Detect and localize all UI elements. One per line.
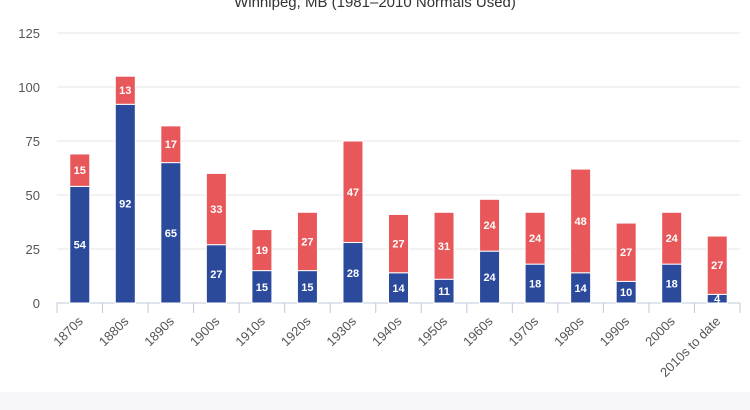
data-label: 14: [575, 283, 588, 295]
data-label: 65: [165, 228, 177, 240]
x-tick-label: 1930s: [323, 313, 359, 349]
data-label: 27: [301, 236, 313, 248]
data-label: 15: [256, 282, 268, 294]
bar-segment-upper: [160, 125, 182, 164]
x-tick-label: 1970s: [506, 313, 542, 349]
data-label: 92: [119, 199, 131, 211]
x-tick-label: 1910s: [232, 313, 268, 349]
y-tick-label: 25: [26, 242, 40, 257]
bar-segment-upper: [296, 211, 318, 272]
y-tick-label: 100: [18, 80, 40, 95]
bar-segment-upper: [570, 168, 592, 274]
x-tick-label: 1950s: [415, 313, 451, 349]
data-label: 19: [256, 245, 268, 257]
x-tick-label: 2000s: [642, 313, 678, 349]
chart-footer-band: [0, 392, 750, 410]
y-tick-label: 0: [33, 296, 40, 311]
x-tick-label: 1880s: [96, 313, 132, 349]
data-label: 24: [483, 220, 496, 232]
x-tick-label: 1890s: [141, 313, 177, 349]
data-label: 54: [74, 240, 87, 252]
y-axis: 0 25 50 75 100 125: [18, 26, 40, 311]
bar-segment-upper: [69, 153, 91, 187]
bars: [69, 75, 728, 304]
x-tick-label: 1870s: [50, 313, 86, 349]
data-label: 10: [620, 287, 632, 299]
data-label: 18: [529, 279, 541, 291]
chart-title: Winnipeg, MB (1981–2010 Normals Used): [234, 0, 516, 11]
x-axis: 1870s 1880s 1890s 1900s 1910s 1920s 1930s 1940s…: [50, 313, 723, 380]
bar-segment-upper: [706, 235, 728, 295]
x-tick-label: 1990s: [597, 313, 633, 349]
data-label: 17: [165, 139, 177, 151]
bar-segment-upper: [342, 140, 364, 244]
y-tick-label: 125: [18, 26, 40, 41]
bar-segment-upper: [114, 75, 136, 105]
data-label: 14: [392, 283, 405, 295]
bar-segment-upper: [615, 222, 637, 282]
bar-segment-upper: [661, 211, 683, 265]
data-label: 33: [210, 204, 222, 216]
data-label: 13: [119, 85, 131, 97]
y-tick-label: 75: [26, 134, 40, 149]
x-tick-label: 1960s: [460, 313, 496, 349]
bar-segment-upper: [388, 213, 409, 274]
data-label: 27: [711, 260, 723, 272]
bar-segment-upper: [433, 211, 455, 280]
data-label: 24: [666, 233, 679, 245]
data-label: 27: [620, 247, 632, 259]
data-label: 11: [438, 286, 450, 298]
bar-segment-upper: [479, 198, 501, 252]
data-labels: 54 15 92 13 65 17 27 33 15 19 15 27 28 47 14 27 11 31 24 24…: [74, 85, 724, 305]
data-label: 15: [74, 165, 86, 177]
y-tick-label: 50: [26, 188, 40, 203]
x-tick-label: 1920s: [278, 313, 314, 349]
bar-segment-upper: [524, 211, 546, 265]
bar-segment-upper: [251, 229, 273, 272]
data-label: 4: [714, 294, 721, 306]
data-label: 48: [575, 216, 587, 228]
bar-segment-upper: [205, 172, 227, 246]
x-tick-label: 1900s: [187, 313, 223, 349]
data-label: 31: [438, 241, 450, 253]
data-label: 27: [210, 269, 222, 281]
data-label: 18: [666, 279, 678, 291]
data-label: 24: [529, 233, 542, 245]
x-tick-label: 1940s: [369, 313, 405, 349]
data-label: 15: [301, 282, 313, 294]
data-label: 27: [392, 239, 404, 251]
data-label: 28: [347, 268, 359, 280]
data-label: 47: [347, 187, 359, 199]
x-tick-label: 1980s: [551, 313, 587, 349]
data-label: 24: [483, 272, 496, 284]
